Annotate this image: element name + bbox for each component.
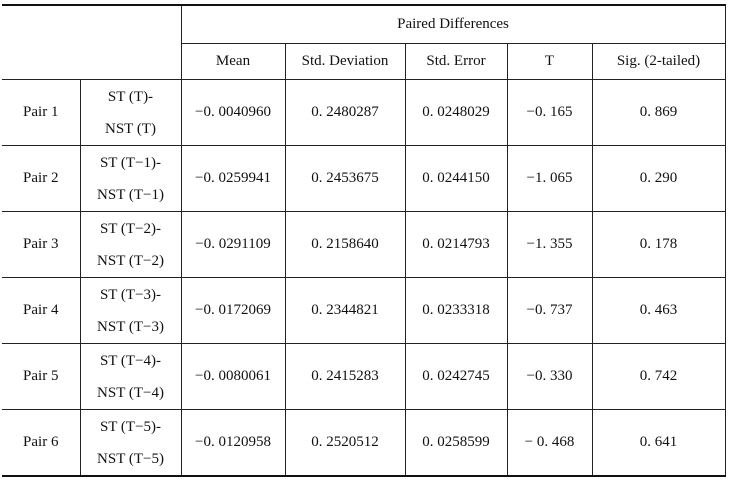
value-cell: 0. 463 [591,277,726,344]
value-cell: 0. 869 [591,79,726,146]
pair-label: Pair 5 [2,343,81,410]
value-cell: 0. 0258599 [404,409,508,477]
value-cell: 0. 178 [591,211,726,278]
row: Pair 2 ST (T−1)- NST (T−1) −0. 0259941 0. 24… [2,145,726,212]
value-cell: 0. 2480287 [284,79,406,146]
row: Pair 3 ST (T−2)- NST (T−2) −0. 0291109 0. 21… [2,211,726,278]
value-cell: −0. 0040960 [180,79,286,146]
value-cell: 0. 0248029 [404,79,508,146]
comparison: ST (T)- NST (T) [79,79,182,146]
comparison-line: ST (T−4)- [99,352,162,369]
column-header: Std. Error [404,43,508,80]
value-cell: 0. 2344821 [284,277,406,344]
pair-label: Pair 1 [2,79,81,146]
comparison: ST (T−2)- NST (T−2) [79,211,182,278]
group-title: Paired Differences [180,4,726,44]
comparison-line: ST (T−1)- [99,154,162,171]
value-cell: −1. 065 [506,145,593,212]
comparison-line: ST (T)- [107,88,154,105]
value-cell: 0. 0233318 [404,277,508,344]
value-cell: 0. 2520512 [284,409,406,477]
comparison-line: NST (T−4) [97,384,164,401]
comparison-line: ST (T−2)- [99,220,162,237]
value-cell: −0. 0120958 [180,409,286,477]
column-header: Std. Deviation [284,43,406,80]
value-cell: −0. 165 [506,79,593,146]
pair-label: Pair 3 [2,211,81,278]
comparison-line: NST (T) [105,120,156,137]
value-cell: −0. 0291109 [180,211,286,278]
pair-label: Pair 6 [2,409,81,477]
value-cell: 0. 2453675 [284,145,406,212]
pair-label: Pair 4 [2,277,81,344]
value-cell: −0. 737 [506,277,593,344]
row: Pair 6 ST (T−5)- NST (T−5) −0. 0120958 0. 25… [2,409,726,477]
value-cell: −0. 0172069 [180,277,286,344]
value-cell: 0. 0214793 [404,211,508,278]
comparison-line: ST (T−3)- [99,286,162,303]
value-cell: − 0. 468 [506,409,593,477]
value-cell: 0. 0242745 [404,343,508,410]
row: Pair 1 ST (T)- NST (T) −0. 0040960 0. 248028… [2,79,726,146]
table: Paired Differences Mean Std. Deviation Std… [2,4,726,477]
column-header: Mean [180,43,286,80]
comparison: ST (T−5)- NST (T−5) [79,409,182,477]
row: Pair 5 ST (T−4)- NST (T−4) −0. 0080061 0. 24… [2,343,726,410]
value-cell: −0. 0080061 [180,343,286,410]
comparison: ST (T−3)- NST (T−3) [79,277,182,344]
value-cell: 0. 2158640 [284,211,406,278]
value-cell: −0. 0259941 [180,145,286,212]
comparison-line: NST (T−1) [97,186,164,203]
comparison-line: ST (T−5)- [99,418,162,435]
column-header: T [506,43,593,80]
value-cell: 0. 641 [591,409,726,477]
value-cell: 0. 0244150 [404,145,508,212]
pair-label: Pair 2 [2,145,81,212]
comparison-line: NST (T−2) [97,252,164,269]
value-cell: −0. 330 [506,343,593,410]
row: Pair 4 ST (T−3)- NST (T−3) −0. 0172069 0. 23… [2,277,726,344]
comparison-line: NST (T−3) [97,318,164,335]
corner [2,4,182,80]
comparison-line: NST (T−5) [97,450,164,467]
value-cell: −1. 355 [506,211,593,278]
column-header: Sig. (2-tailed) [591,43,726,80]
comparison: ST (T−1)- NST (T−1) [79,145,182,212]
value-cell: 0. 742 [591,343,726,410]
value-cell: 0. 290 [591,145,726,212]
value-cell: 0. 2415283 [284,343,406,410]
comparison: ST (T−4)- NST (T−4) [79,343,182,410]
